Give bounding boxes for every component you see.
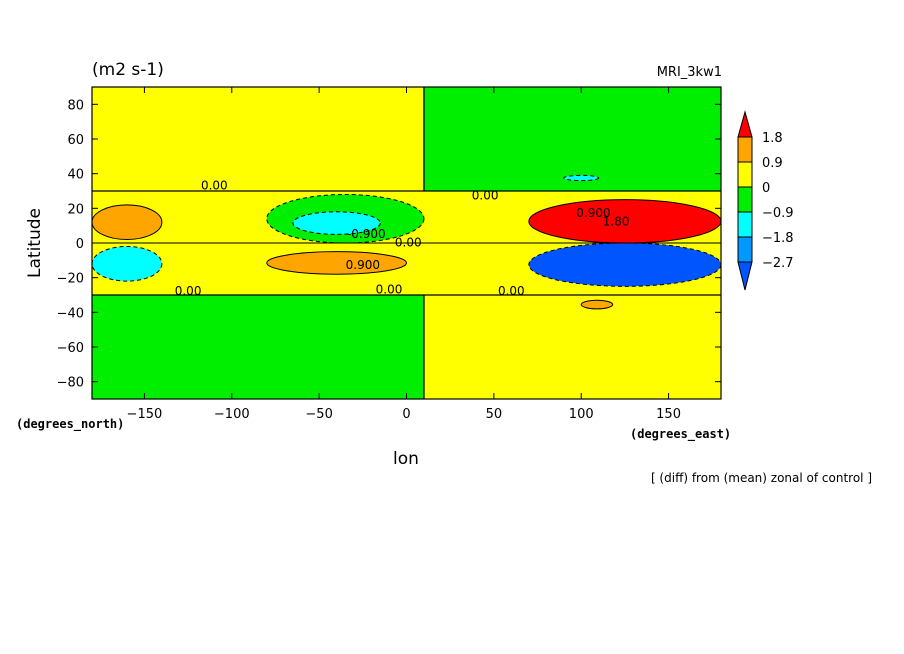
colorbar-top-arrow xyxy=(737,110,753,138)
chart-title-right: MRI_3kw1 xyxy=(657,65,722,80)
colorbar-segment xyxy=(737,161,753,188)
chart-title-left: (m2 s-1) xyxy=(92,60,164,80)
region-0 xyxy=(92,295,424,399)
x-tick-label: 0 xyxy=(402,407,410,422)
region-3 xyxy=(423,87,721,191)
x-tick-label: −150 xyxy=(127,407,163,422)
anomaly-4 xyxy=(266,251,407,275)
y-tick-label: −20 xyxy=(57,272,84,287)
y-tick-label: 40 xyxy=(67,168,84,183)
x-axis: −150 −100 −50 0 50 100 150 xyxy=(127,87,681,422)
colorbar-segment xyxy=(737,136,753,163)
y-tick-label: 0 xyxy=(76,237,84,252)
y-tick-label: 20 xyxy=(67,202,84,217)
colorbar-bottom-arrow xyxy=(737,261,753,291)
y-tick-label: −60 xyxy=(57,341,84,356)
contour-label-0: 0.00 xyxy=(201,178,228,192)
colorbar-label: 0 xyxy=(762,181,770,196)
footnote: [ (diff) from (mean) zonal of control ] xyxy=(651,471,872,485)
colorbar: 1.8 0.9 0 −0.9 −1.8 −2.7 xyxy=(737,110,794,291)
colorbar-segment xyxy=(737,236,753,263)
contour-label-6: 0.900 xyxy=(346,258,380,272)
anomaly-1 xyxy=(92,245,163,282)
x-tick-label: 100 xyxy=(569,407,594,422)
colorbar-label: −2.7 xyxy=(762,256,794,271)
x-tick-label: 150 xyxy=(656,407,681,422)
y-units-label: (degrees_north) xyxy=(16,417,124,432)
x-tick-label: −100 xyxy=(214,407,250,422)
y-tick-label: 60 xyxy=(67,133,84,148)
anomaly-3 xyxy=(292,211,381,235)
x-axis-label: lon xyxy=(393,449,419,469)
contour-label-4: -0.900 xyxy=(347,227,386,241)
contour-label-8: 0.00 xyxy=(376,282,403,296)
y-tick-label: 80 xyxy=(67,98,84,113)
colorbar-label: −1.8 xyxy=(762,231,794,246)
colorbar-label: −0.9 xyxy=(762,206,794,221)
anomaly-8 xyxy=(563,174,600,182)
colorbar-segment xyxy=(737,186,753,213)
contour-label-9: 0.00 xyxy=(498,284,525,298)
anomaly-0 xyxy=(92,204,163,241)
y-axis: −80 −60 −40 −20 0 20 40 60 80 xyxy=(57,98,721,391)
contour-label-1: 0.00 xyxy=(472,189,499,203)
anomaly-6 xyxy=(528,242,721,287)
contour-label-3: 1.80 xyxy=(603,215,630,229)
y-tick-label: −40 xyxy=(57,306,84,321)
x-units-label: (degrees_east) xyxy=(630,427,731,442)
colorbar-label: 0.9 xyxy=(762,156,783,171)
colorbar-label: 1.8 xyxy=(762,131,783,146)
y-axis-label: Latitude xyxy=(25,208,45,278)
region-2 xyxy=(92,87,424,191)
region-1 xyxy=(423,295,721,399)
x-tick-label: −50 xyxy=(305,407,332,422)
y-tick-label: −80 xyxy=(57,376,84,391)
contour-label-7: 0.00 xyxy=(175,284,202,298)
contour-label-2: 0.900 xyxy=(576,206,610,220)
x-tick-label: 50 xyxy=(486,407,503,422)
anomaly-7 xyxy=(580,299,614,310)
colorbar-segment xyxy=(737,211,753,238)
contour-label-5: 0.00 xyxy=(395,236,422,250)
